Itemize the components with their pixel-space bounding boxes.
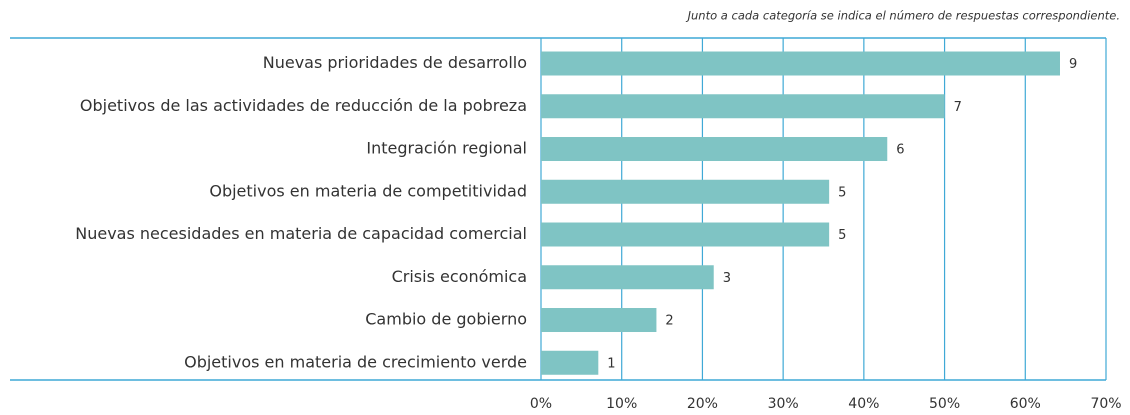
data-label: 9	[1069, 57, 1077, 72]
y-tick-label: Objetivos en materia de crecimiento verd…	[184, 352, 527, 371]
x-tick-label: 10%	[606, 396, 637, 412]
bar	[541, 350, 599, 375]
y-tick-label: Integración regional	[366, 139, 527, 158]
y-tick-label: Nuevas prioridades de desarrollo	[263, 53, 527, 72]
bar	[541, 51, 1060, 76]
bar	[541, 137, 888, 162]
bar	[541, 94, 945, 119]
bar	[541, 308, 657, 333]
data-label: 5	[838, 228, 846, 243]
y-tick-label: Cambio de gobierno	[365, 310, 527, 329]
bar	[541, 265, 714, 290]
x-tick-label: 70%	[1090, 396, 1121, 412]
y-tick-label: Objetivos de las actividades de reducció…	[80, 96, 527, 115]
data-label: 6	[896, 143, 904, 158]
x-tick-label: 40%	[848, 396, 879, 412]
data-label: 5	[838, 185, 846, 200]
y-tick-label: Nuevas necesidades en materia de capacid…	[75, 224, 527, 243]
x-tick-label: 30%	[768, 396, 799, 412]
annotation: Junto a cada categoría se indica el núme…	[686, 9, 1120, 23]
bar	[541, 179, 830, 204]
data-label: 7	[954, 100, 962, 115]
bar	[541, 222, 830, 247]
x-tick-label: 0%	[530, 396, 552, 412]
data-label: 1	[607, 356, 615, 371]
y-tick-label: Objetivos en materia de competitividad	[209, 181, 527, 200]
x-tick-label: 60%	[1010, 396, 1041, 412]
data-label: 2	[665, 314, 673, 329]
x-tick-label: 20%	[687, 396, 718, 412]
y-tick-label: Crisis económica	[392, 267, 527, 286]
data-label: 3	[723, 271, 731, 286]
x-tick-label: 50%	[929, 396, 960, 412]
